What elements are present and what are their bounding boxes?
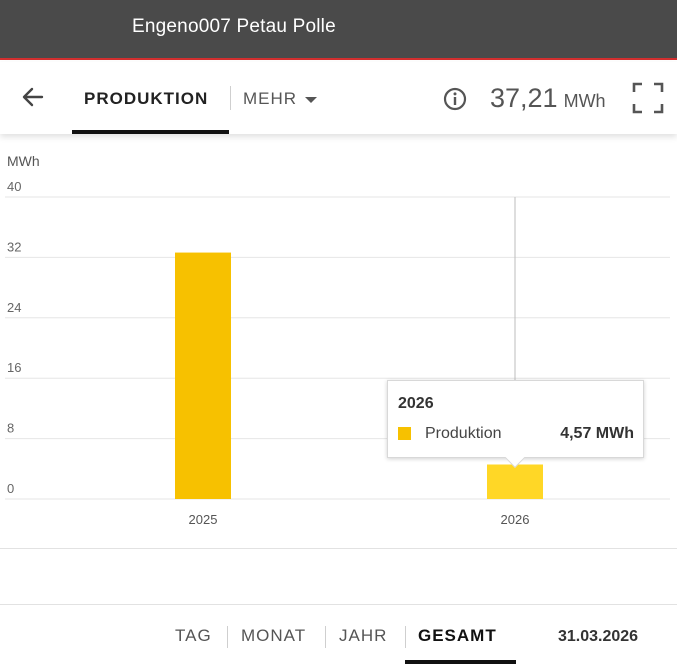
x-tick-label: 2026 — [501, 512, 530, 527]
production-chart[interactable]: MWh 0 8 16 24 32 40 2025 2026 — [0, 140, 677, 540]
caret-down-icon — [305, 96, 318, 103]
tooltip-value: 4,57 MWh — [560, 425, 634, 442]
tab-more-dropdown[interactable]: MEHR — [243, 84, 318, 114]
period-separator — [405, 626, 406, 648]
divider — [0, 548, 677, 549]
x-tick-label: 2025 — [189, 512, 218, 527]
total-value: 37,21 — [490, 83, 558, 113]
tooltip-legend-swatch — [398, 427, 411, 440]
y-tick-label: 40 — [7, 179, 21, 194]
bar-2025[interactable] — [175, 252, 231, 499]
period-separator — [325, 626, 326, 648]
tab-production-label: PRODUKTION — [84, 89, 209, 108]
window-title: Engeno007 Petau Polle — [132, 16, 336, 37]
tooltip-title: 2026 — [398, 395, 434, 412]
y-tick-label: 8 — [7, 421, 14, 436]
period-separator — [227, 626, 228, 648]
period-tab-day[interactable]: TAG — [175, 626, 212, 645]
divider — [0, 604, 677, 605]
info-button[interactable] — [443, 87, 467, 111]
period-tab-total[interactable]: GESAMT — [418, 626, 497, 645]
period-tab-year[interactable]: JAHR — [339, 626, 388, 645]
info-circle-icon — [443, 87, 467, 111]
tab-production[interactable]: PRODUKTION — [72, 62, 229, 134]
title-bar: Engeno007 Petau Polle — [0, 0, 677, 60]
tab-separator — [230, 86, 231, 110]
total-production: 37,21 MWh — [490, 83, 606, 114]
y-tick-label: 16 — [7, 360, 21, 375]
back-button[interactable] — [18, 82, 48, 112]
fullscreen-icon — [632, 82, 664, 114]
toolbar: PRODUKTION MEHR 37,21 MWh — [0, 62, 677, 134]
active-tab-indicator — [72, 130, 229, 134]
bar-2026[interactable] — [487, 464, 543, 499]
y-tick-label: 24 — [7, 300, 21, 315]
y-tick-label: 32 — [7, 239, 21, 254]
period-tab-month[interactable]: MONAT — [241, 626, 307, 645]
y-tick-label: 0 — [7, 481, 14, 496]
arrow-left-icon — [22, 87, 44, 107]
chart-tooltip: 2026 Produktion 4,57 MWh — [387, 380, 644, 468]
tab-more-label: MEHR — [243, 89, 298, 108]
tooltip-series-label: Produktion — [425, 425, 502, 442]
total-unit: MWh — [563, 91, 606, 111]
y-axis-label: MWh — [7, 153, 40, 169]
fullscreen-button[interactable] — [632, 82, 664, 114]
selected-date[interactable]: 31.03.2026 — [558, 628, 639, 645]
active-period-indicator — [405, 660, 516, 664]
chart-svg: MWh 0 8 16 24 32 40 2025 2026 — [5, 153, 670, 527]
